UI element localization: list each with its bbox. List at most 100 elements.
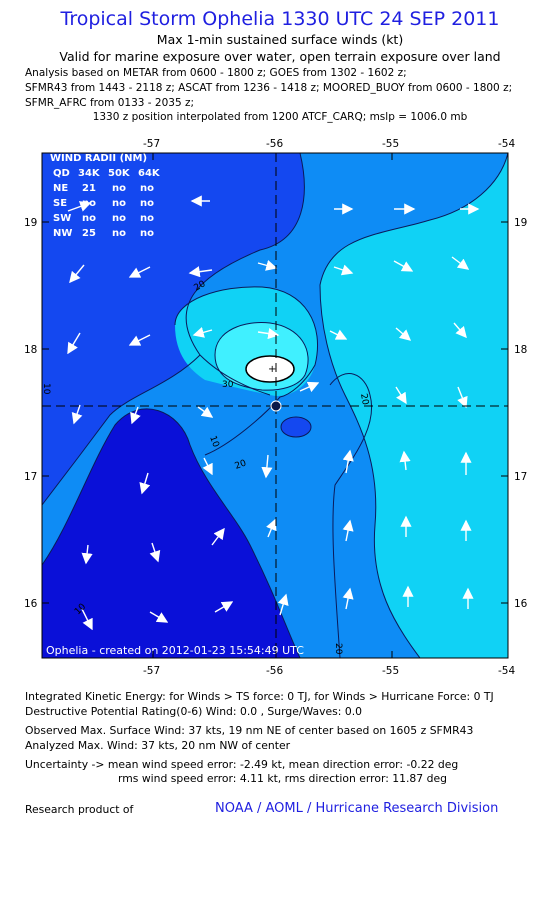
- wind-arrow: [277, 593, 289, 616]
- lat-tick-label: 16: [24, 598, 38, 610]
- wind-radii-cell: no: [112, 183, 126, 194]
- uncertainty-mean: Uncertainty -> mean wind speed error: -2…: [25, 758, 459, 771]
- map-frame: [41, 152, 509, 659]
- wind-arrow: [395, 386, 407, 405]
- wind-radii-header-qd: QD: [53, 168, 70, 179]
- wind-arrow: [393, 260, 414, 272]
- wind-arrow: [266, 518, 277, 538]
- wind-region-deep: [42, 408, 300, 658]
- wind-arrow: [342, 449, 354, 474]
- lon-tick-label: -56: [266, 665, 283, 677]
- wind-arrow: [81, 608, 93, 631]
- wind-radii-cell: SE: [53, 198, 67, 209]
- wind-radii-header-50k: 50K: [108, 168, 131, 179]
- wind-field-map: + 20 30 10 20 20 10 20 10 WIND RADII (NM…: [24, 138, 528, 677]
- wind-arrow: [67, 332, 81, 355]
- analyzed-max-wind: Analyzed Max. Wind: 37 kts, 20 nm NW of …: [25, 739, 291, 752]
- wind-arrow: [128, 266, 151, 278]
- contour-20-right: [319, 153, 508, 658]
- contour-label: 30: [222, 380, 234, 390]
- wind-arrow: [139, 472, 151, 495]
- contour-label: 10: [41, 383, 51, 395]
- wind-arrow: [67, 201, 92, 212]
- wind-radii-cell: no: [112, 198, 126, 209]
- wind-arrow: [197, 406, 214, 418]
- position-note: 1330 z position interpolated from 1200 A…: [92, 111, 468, 123]
- observed-max-wind: Observed Max. Surface Wind: 37 kts, 19 n…: [25, 724, 474, 737]
- storm-center-marker: [270, 400, 282, 412]
- wind-arrow: [69, 264, 85, 284]
- map-subtitle-exposure: Valid for marine exposure over water, op…: [59, 49, 501, 64]
- wind-arrow: [457, 386, 468, 409]
- lat-tick-label: 16: [514, 598, 528, 610]
- map-subtitle: Max 1-min sustained surface winds (kt): [156, 32, 404, 47]
- wind-region-mid: [42, 153, 305, 505]
- wind-arrow: [192, 326, 213, 338]
- lon-tick-label: -57: [143, 665, 160, 677]
- ike-line: Integrated Kinetic Energy: for Winds > T…: [25, 690, 494, 703]
- wind-arrow: [71, 404, 83, 425]
- contour-20-lower: [174, 286, 319, 456]
- wind-radii-cell: no: [82, 198, 96, 209]
- lat-tick-label: 18: [514, 344, 527, 356]
- lon-tick-label: -54: [498, 138, 515, 150]
- credit-label: Research product of: [25, 803, 134, 816]
- lon-tick-label: -54: [498, 665, 515, 677]
- wind-arrow: [188, 266, 213, 278]
- wind-radii-cell: no: [140, 198, 154, 209]
- wind-arrow: [257, 259, 278, 271]
- wind-radii-table: WIND RADII (NM) QD 34K 50K 64K NE 21 no …: [50, 153, 161, 239]
- dpr-line: Destructive Potential Rating(0-6) Wind: …: [25, 705, 363, 718]
- wind-region-blob: [280, 416, 312, 438]
- lon-tick-label: -55: [382, 665, 399, 677]
- wind-radii-cell: no: [112, 213, 126, 224]
- wind-arrow: [202, 457, 213, 476]
- analysis-line-3: SFMR_AFRC from 0133 - 2035 z;: [25, 97, 195, 109]
- wind-arrow: [395, 327, 412, 341]
- wind-arrow: [149, 542, 161, 563]
- tick-marks: [42, 153, 509, 658]
- wind-arrow: [333, 264, 354, 276]
- wind-arrow: [329, 329, 348, 340]
- wind-radii-cell: NE: [53, 183, 68, 194]
- wind-arrow: [261, 454, 273, 479]
- wind-radii-cell: no: [112, 228, 126, 239]
- analysis-line-1: Analysis based on METAR from 0600 - 1800…: [25, 67, 407, 79]
- lon-tick-label: -55: [382, 138, 399, 150]
- lon-tick-label: -56: [266, 138, 283, 150]
- lat-tick-label: 17: [514, 471, 527, 483]
- map-title: Tropical Storm Ophelia 1330 UTC 24 SEP 2…: [60, 8, 500, 30]
- wind-radii-cell: no: [140, 228, 154, 239]
- wind-radii-header-64k: 64K: [138, 168, 161, 179]
- wind-radii-cell: 25: [82, 228, 96, 239]
- wind-arrow: [451, 256, 470, 270]
- contour-30: [214, 321, 309, 391]
- wind-arrow: [342, 519, 354, 542]
- analysis-line-2: SFMR43 from 1443 - 2118 z; ASCAT from 12…: [25, 82, 513, 94]
- wind-radii-cell: no: [82, 213, 96, 224]
- wind-radii-cell: SW: [53, 213, 71, 224]
- contour-label: 20: [333, 643, 343, 655]
- wind-radii-header-34k: 34K: [78, 168, 101, 179]
- lat-tick-label: 19: [514, 217, 527, 229]
- map-footer: Ophelia - created on 2012-01-23 15:54:49…: [46, 644, 304, 657]
- uncertainty-rms: rms wind speed error: 4.11 kt, rms direc…: [118, 772, 447, 785]
- contour-label: 20: [234, 458, 248, 471]
- wind-arrow: [130, 406, 141, 425]
- lon-tick-label: -57: [143, 138, 160, 150]
- wind-arrow: [453, 322, 467, 339]
- wind-arrow: [214, 601, 234, 613]
- wind-arrow: [149, 611, 169, 623]
- wind-arrow: [81, 544, 93, 565]
- credit-org-link[interactable]: NOAA / AOML / Hurricane Research Divisio…: [215, 801, 499, 816]
- lat-tick-label: 18: [24, 344, 37, 356]
- lat-tick-label: 19: [24, 217, 37, 229]
- wind-arrow: [299, 381, 320, 393]
- max-wind-marker: +: [268, 364, 276, 375]
- wind-arrow: [257, 328, 280, 340]
- wind-arrow: [128, 334, 151, 346]
- wind-arrow: [342, 587, 354, 610]
- contour-label: 20: [358, 393, 370, 406]
- wind-radii-cell: no: [140, 213, 154, 224]
- wind-radii-cell: no: [140, 183, 154, 194]
